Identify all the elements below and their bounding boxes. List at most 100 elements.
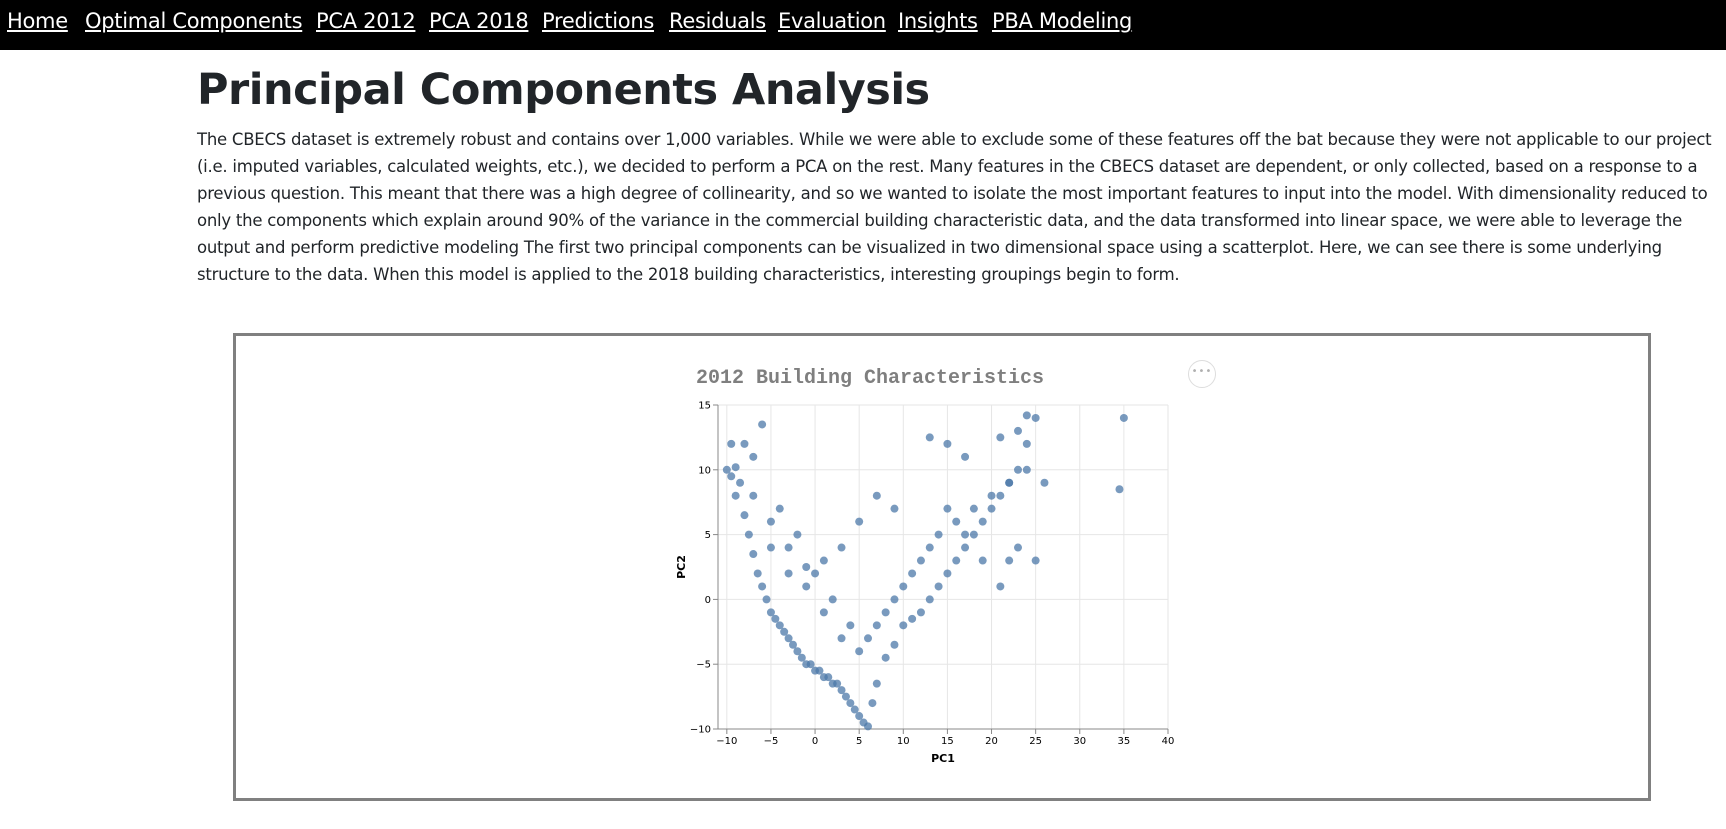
scatter-point bbox=[784, 634, 793, 643]
chart-title: 2012 Building Characteristics bbox=[696, 367, 1044, 390]
nav-link-optimal-components[interactable]: Optimal Components bbox=[85, 9, 303, 33]
scatter-point bbox=[731, 463, 740, 472]
nav-link-home[interactable]: Home bbox=[7, 9, 68, 33]
nav-link-predictions[interactable]: Predictions bbox=[542, 9, 654, 33]
scatter-point bbox=[890, 640, 899, 649]
scatter-point bbox=[872, 621, 881, 630]
scatter-point bbox=[736, 478, 745, 487]
scatter-point bbox=[925, 595, 934, 604]
y-tick-label: −10 bbox=[690, 725, 711, 736]
x-tick-label: 15 bbox=[941, 736, 954, 747]
x-axis-label: PC1 bbox=[931, 752, 955, 765]
page-title: Principal Components Analysis bbox=[197, 65, 930, 115]
scatter-point bbox=[744, 530, 753, 539]
scatter-point bbox=[872, 491, 881, 500]
scatter-point bbox=[749, 452, 758, 461]
scatter-point bbox=[1014, 426, 1022, 435]
scatter-point bbox=[775, 621, 784, 630]
scatter-point bbox=[1005, 556, 1014, 565]
x-tick-label: 10 bbox=[897, 736, 910, 747]
x-tick-label: 40 bbox=[1162, 736, 1175, 747]
scatter-point bbox=[802, 582, 811, 591]
intro-line: The CBECS dataset is extremely robust an… bbox=[197, 130, 1712, 149]
scatter-point bbox=[890, 595, 899, 604]
x-tick-label: −10 bbox=[716, 736, 737, 747]
scatter-point bbox=[819, 608, 828, 617]
scatter-point bbox=[978, 556, 987, 565]
scatter-point bbox=[740, 439, 749, 448]
scatter-point bbox=[996, 433, 1005, 442]
scatter-point bbox=[784, 569, 793, 578]
intro-paragraph: The CBECS dataset is extremely robust an… bbox=[197, 126, 1712, 288]
y-axis-label: PC2 bbox=[675, 555, 688, 579]
x-tick-label: 20 bbox=[985, 736, 998, 747]
x-tick-label: −5 bbox=[764, 736, 779, 747]
scatter-point bbox=[855, 517, 864, 526]
scatter-point bbox=[987, 504, 996, 513]
scatter-point bbox=[775, 504, 784, 513]
ellipsis-icon[interactable]: ••• bbox=[1188, 360, 1216, 388]
nav-link-residuals[interactable]: Residuals bbox=[669, 9, 766, 33]
scatter-point bbox=[753, 569, 762, 578]
scatter-point bbox=[837, 634, 846, 643]
scatter-point bbox=[819, 556, 828, 565]
scatter-point bbox=[762, 595, 771, 604]
x-tick-label: 5 bbox=[856, 736, 862, 747]
scatter-point bbox=[740, 511, 749, 520]
scatter-point bbox=[758, 420, 767, 429]
scatter-point bbox=[890, 504, 899, 513]
nav-link-pca-2018[interactable]: PCA 2018 bbox=[429, 9, 529, 33]
y-tick-label: 5 bbox=[705, 530, 711, 541]
scatter-point bbox=[925, 543, 934, 552]
scatter-point bbox=[731, 491, 740, 500]
intro-line: only the components which explain around… bbox=[197, 211, 1683, 230]
scatter-point bbox=[837, 686, 846, 695]
nav-link-insights[interactable]: Insights bbox=[898, 9, 978, 33]
scatter-point bbox=[766, 543, 775, 552]
scatter-point bbox=[815, 666, 824, 675]
scatter-point bbox=[793, 530, 802, 539]
nav-link-pca-2012[interactable]: PCA 2012 bbox=[316, 9, 416, 33]
scatter-point bbox=[758, 582, 767, 591]
scatter-point bbox=[722, 465, 731, 474]
scatter-point bbox=[846, 621, 855, 630]
scatter-point bbox=[802, 563, 811, 571]
scatter-point bbox=[850, 705, 859, 714]
scatter-point bbox=[1115, 485, 1124, 494]
scatter-point bbox=[952, 556, 961, 565]
scatter-point bbox=[868, 699, 877, 708]
scatter-point bbox=[806, 660, 815, 669]
scatter-point bbox=[934, 582, 943, 591]
scatter-point bbox=[1022, 439, 1031, 448]
y-tick-label: −5 bbox=[696, 660, 711, 671]
intro-line: previous question. This meant that there… bbox=[197, 184, 1708, 203]
scatter-point bbox=[1119, 413, 1128, 422]
y-tick-label: 0 bbox=[705, 595, 711, 606]
x-tick-label: 30 bbox=[1073, 736, 1086, 747]
scatter-point bbox=[881, 653, 890, 662]
x-tick-label: 0 bbox=[812, 736, 818, 747]
scatter-point bbox=[961, 543, 970, 552]
scatter-point bbox=[978, 517, 987, 526]
scatter-point bbox=[766, 517, 775, 526]
scatter-point bbox=[1014, 543, 1022, 552]
scatter-point bbox=[864, 634, 872, 643]
scatter-point bbox=[797, 653, 806, 662]
scatter-point bbox=[811, 569, 820, 578]
scatter-point bbox=[899, 621, 908, 630]
scatter-point bbox=[996, 491, 1005, 500]
scatter-point bbox=[833, 679, 842, 688]
scatter-point bbox=[846, 699, 855, 708]
scatter-point bbox=[1031, 413, 1040, 422]
scatter-point bbox=[771, 614, 780, 623]
scatter-point bbox=[749, 491, 758, 500]
nav-link-evaluation[interactable]: Evaluation bbox=[778, 9, 886, 33]
y-tick-label: 15 bbox=[698, 401, 711, 412]
scatter-point bbox=[943, 504, 952, 513]
scatter-point bbox=[824, 673, 833, 682]
x-tick-label: 25 bbox=[1029, 736, 1042, 747]
scatter-point bbox=[987, 491, 996, 500]
scatter-point bbox=[969, 530, 978, 539]
scatter-point bbox=[1022, 411, 1031, 420]
nav-link-pba-modeling[interactable]: PBA Modeling bbox=[992, 9, 1133, 33]
